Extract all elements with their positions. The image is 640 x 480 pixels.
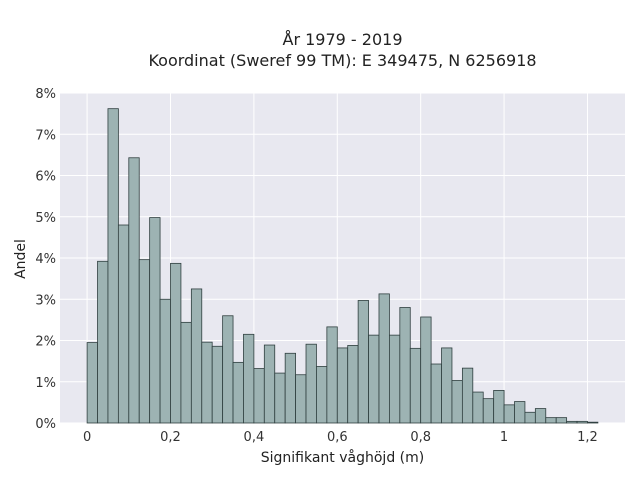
- x-axis-ticks: 0 0,2 0,4 0,6 0,8 1 1,2: [83, 430, 598, 445]
- x-tick-label: 1,2: [577, 430, 598, 445]
- y-tick-label: 5%: [35, 211, 56, 226]
- histogram-bar: [274, 372, 286, 424]
- histogram-bar: [243, 333, 255, 424]
- x-axis-label: Signifikant våghöjd (m): [261, 449, 424, 466]
- histogram-bar: [180, 321, 192, 424]
- chart-subtitle: Koordinat (Sweref 99 TM): E 349475, N 62…: [148, 51, 536, 70]
- histogram-bar: [451, 380, 463, 424]
- histogram-bar: [201, 341, 213, 424]
- histogram-bar: [503, 404, 515, 424]
- histogram-bar: [284, 352, 296, 424]
- histogram-bar: [357, 300, 369, 424]
- histogram-bar: [534, 408, 547, 424]
- histogram-bar: [389, 334, 401, 424]
- histogram-bar: [472, 391, 484, 424]
- y-tick-label: 2%: [35, 335, 56, 350]
- histogram-bar: [149, 217, 161, 424]
- histogram-bar: [97, 260, 109, 424]
- histogram-bar: [576, 420, 588, 424]
- y-tick-label: 3%: [35, 293, 56, 308]
- y-tick-label: 8%: [35, 87, 56, 102]
- histogram-bar: [170, 262, 182, 424]
- histogram-bar: [566, 420, 578, 424]
- histogram-bar: [378, 293, 390, 424]
- y-axis-label: Andel: [13, 239, 29, 279]
- histogram-bar: [441, 347, 453, 424]
- histogram-bar: [316, 366, 328, 424]
- y-tick-label: 0%: [35, 417, 56, 432]
- histogram-bar: [524, 411, 536, 424]
- histogram-bar: [263, 344, 276, 424]
- x-tick-label: 0,8: [410, 430, 431, 445]
- x-tick-label: 1: [500, 430, 508, 445]
- histogram-bar: [295, 374, 307, 424]
- histogram-bar: [86, 342, 98, 424]
- histogram-bar: [555, 417, 568, 424]
- histogram-bar: [305, 343, 317, 424]
- histogram-bar: [482, 398, 495, 424]
- histogram-bar: [368, 334, 380, 424]
- x-tick-label: 0,6: [327, 430, 348, 445]
- histogram-bar: [347, 345, 359, 424]
- y-axis-ticks: 0% 1% 2% 3% 4% 5% 6% 7% 8%: [35, 87, 56, 432]
- histogram-bar: [409, 347, 422, 424]
- histogram-bar: [461, 367, 474, 424]
- x-tick-label: 0,4: [244, 430, 265, 445]
- histogram-bar: [232, 361, 244, 424]
- histogram-bar: [253, 368, 265, 424]
- histogram-bar: [117, 224, 130, 424]
- histogram-bar: [222, 315, 234, 424]
- histogram-bar: [430, 363, 442, 424]
- y-tick-label: 6%: [35, 170, 56, 185]
- histogram-bar: [128, 157, 140, 424]
- chart-title: År 1979 - 2019: [283, 30, 403, 49]
- histogram-bar: [190, 288, 203, 424]
- y-tick-label: 4%: [35, 252, 56, 267]
- histogram-bar: [159, 298, 171, 424]
- y-tick-label: 1%: [35, 376, 56, 391]
- x-tick-label: 0: [83, 430, 91, 445]
- y-tick-label: 7%: [35, 128, 56, 143]
- histogram-bar: [493, 390, 505, 424]
- histogram-bar: [326, 326, 338, 424]
- histogram-bar: [336, 347, 349, 424]
- bars: [86, 108, 599, 424]
- histogram-bar: [399, 307, 411, 424]
- histogram-bar: [514, 401, 526, 424]
- histogram-bar: [211, 345, 224, 424]
- histogram-bar: [420, 316, 432, 424]
- x-tick-label: 0,2: [160, 430, 181, 445]
- histogram-bar: [587, 421, 599, 424]
- histogram-bar: [138, 259, 151, 424]
- histogram-bar: [107, 108, 119, 424]
- histogram-bar: [545, 417, 557, 424]
